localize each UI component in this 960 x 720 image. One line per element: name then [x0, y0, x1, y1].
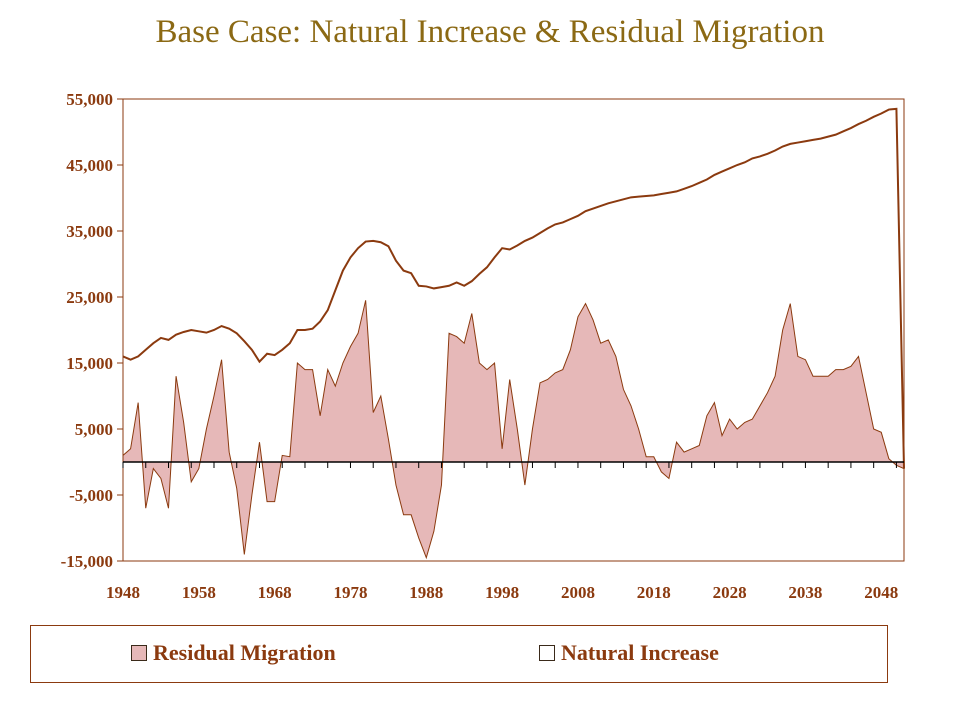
legend-label-residual-migration: Residual Migration [153, 640, 336, 665]
legend-swatch-natural-increase [539, 645, 555, 661]
y-tick-label: 25,000 [66, 288, 113, 307]
x-tick-label: 1978 [333, 583, 367, 602]
legend-swatch-residual-migration [131, 645, 147, 661]
legend-item-natural-increase: Natural Increase [539, 640, 719, 666]
y-tick-label: 55,000 [66, 90, 113, 109]
y-tick-label: 5,000 [75, 420, 113, 439]
x-tick-label: 1958 [182, 583, 216, 602]
x-tick-label: 2018 [637, 583, 671, 602]
x-tick-label: 2008 [561, 583, 595, 602]
x-tick-label: 1968 [258, 583, 292, 602]
x-tick-label: 2038 [788, 583, 822, 602]
x-tick-label: 2048 [864, 583, 898, 602]
y-tick-label: -5,000 [69, 486, 113, 505]
y-tick-label: 15,000 [66, 354, 113, 373]
y-tick-label: 35,000 [66, 222, 113, 241]
chart-title: Base Case: Natural Increase & Residual M… [155, 14, 825, 50]
x-tick-label: 1998 [485, 583, 519, 602]
y-tick-label: -15,000 [61, 552, 113, 571]
x-tick-label: 2028 [713, 583, 747, 602]
legend: Residual Migration Natural Increase [30, 625, 888, 683]
series-area-residual-migration [122, 300, 905, 560]
x-tick-label: 1988 [409, 583, 443, 602]
x-tick-label: 1948 [106, 583, 140, 602]
y-tick-label: 45,000 [66, 156, 113, 175]
legend-item-residual-migration: Residual Migration [131, 640, 336, 666]
legend-label-natural-increase: Natural Increase [561, 640, 719, 665]
series-line-natural-increase [122, 107, 905, 469]
